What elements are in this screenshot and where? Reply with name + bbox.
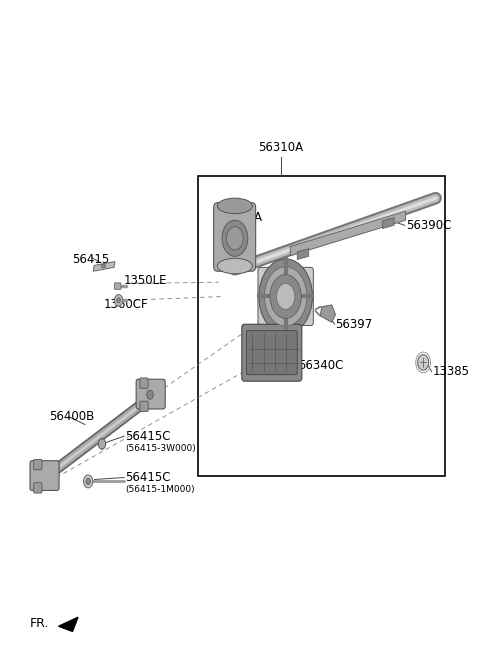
- Circle shape: [259, 259, 312, 334]
- FancyBboxPatch shape: [258, 267, 313, 326]
- Polygon shape: [59, 617, 78, 631]
- Bar: [198, 176, 445, 476]
- FancyBboxPatch shape: [140, 402, 148, 411]
- Polygon shape: [383, 217, 394, 229]
- Text: 56400B: 56400B: [49, 410, 95, 423]
- Text: 56330A: 56330A: [217, 211, 263, 224]
- Ellipse shape: [217, 258, 252, 274]
- Text: 56340C: 56340C: [299, 358, 344, 371]
- Polygon shape: [290, 211, 406, 255]
- Circle shape: [418, 354, 429, 370]
- Text: FR.: FR.: [30, 617, 49, 630]
- Text: 56397: 56397: [336, 318, 373, 331]
- Text: (56415-3W000): (56415-3W000): [125, 444, 196, 453]
- Circle shape: [114, 295, 123, 306]
- Text: 56415C: 56415C: [125, 430, 170, 443]
- Circle shape: [117, 298, 120, 303]
- Polygon shape: [320, 305, 336, 322]
- Circle shape: [86, 478, 90, 485]
- Circle shape: [147, 390, 153, 400]
- Polygon shape: [93, 261, 115, 271]
- FancyBboxPatch shape: [30, 460, 59, 491]
- Text: 1350LE: 1350LE: [123, 274, 167, 288]
- Circle shape: [84, 475, 93, 488]
- Circle shape: [98, 439, 106, 449]
- Circle shape: [276, 284, 295, 309]
- Circle shape: [222, 220, 248, 256]
- FancyBboxPatch shape: [136, 379, 165, 409]
- FancyBboxPatch shape: [140, 378, 148, 388]
- FancyBboxPatch shape: [246, 331, 297, 375]
- FancyBboxPatch shape: [114, 283, 121, 290]
- Circle shape: [270, 274, 301, 318]
- FancyBboxPatch shape: [34, 483, 42, 493]
- Text: 56415C: 56415C: [125, 471, 170, 484]
- Circle shape: [264, 267, 307, 326]
- Text: 13385: 13385: [432, 365, 469, 378]
- FancyBboxPatch shape: [242, 324, 302, 381]
- Ellipse shape: [101, 264, 106, 268]
- FancyBboxPatch shape: [34, 459, 42, 470]
- FancyBboxPatch shape: [214, 202, 256, 271]
- Text: 56390C: 56390C: [406, 219, 451, 232]
- Ellipse shape: [217, 198, 252, 214]
- Text: 56310A: 56310A: [258, 141, 303, 154]
- Circle shape: [227, 227, 243, 250]
- Text: 1360CF: 1360CF: [103, 299, 148, 311]
- Text: (56415-1M000): (56415-1M000): [125, 485, 195, 495]
- Polygon shape: [297, 249, 309, 259]
- Text: 56415: 56415: [72, 253, 110, 266]
